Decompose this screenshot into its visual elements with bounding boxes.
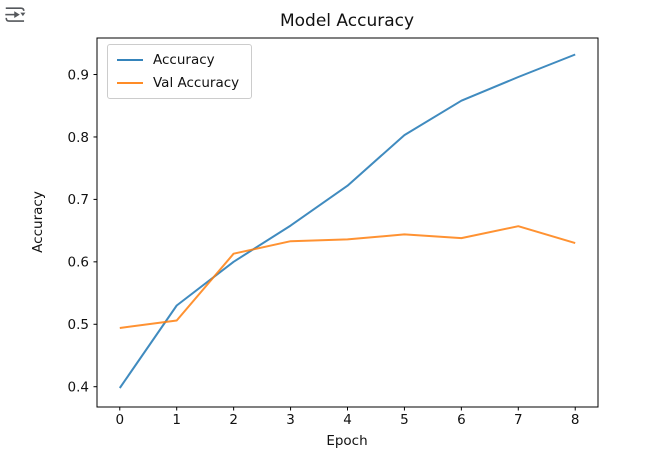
legend-item-val-accuracy: Val Accuracy [117,75,239,91]
y-axis-label: Accuracy [30,191,46,253]
y-tick-label: 0.5 [68,317,89,333]
arrow-into-dropdown-icon-svg [5,7,26,22]
legend: Accuracy Val Accuracy [107,44,253,99]
x-tick-label: 2 [229,412,238,428]
x-tick-label: 0 [115,412,124,428]
x-tick-label: 6 [457,412,466,428]
x-tick-label: 7 [514,412,523,428]
x-tick-label: 4 [343,412,352,428]
x-tick-label: 8 [571,412,580,428]
arrow-into-dropdown-icon[interactable] [3,4,27,28]
legend-line-swatch-val-accuracy [117,82,143,84]
chart-title: Model Accuracy [279,11,415,31]
series-line-val-accuracy [119,225,576,329]
series-line-accuracy [118,53,576,389]
y-tick-label: 0.4 [68,380,89,396]
y-tick-label: 0.6 [68,255,89,271]
x-tick-label: 5 [400,412,409,428]
y-tick-label: 0.9 [68,67,89,83]
x-tick-label: 1 [172,412,181,428]
x-axis-label: Epoch [326,433,368,449]
legend-item-accuracy: Accuracy [117,52,239,68]
legend-label-accuracy: Accuracy [153,52,215,68]
y-tick-label: 0.7 [68,192,89,208]
x-tick-label: 3 [286,412,295,428]
legend-label-val-accuracy: Val Accuracy [153,75,240,91]
y-tick-label: 0.8 [68,130,89,146]
legend-line-swatch-accuracy [117,59,143,61]
